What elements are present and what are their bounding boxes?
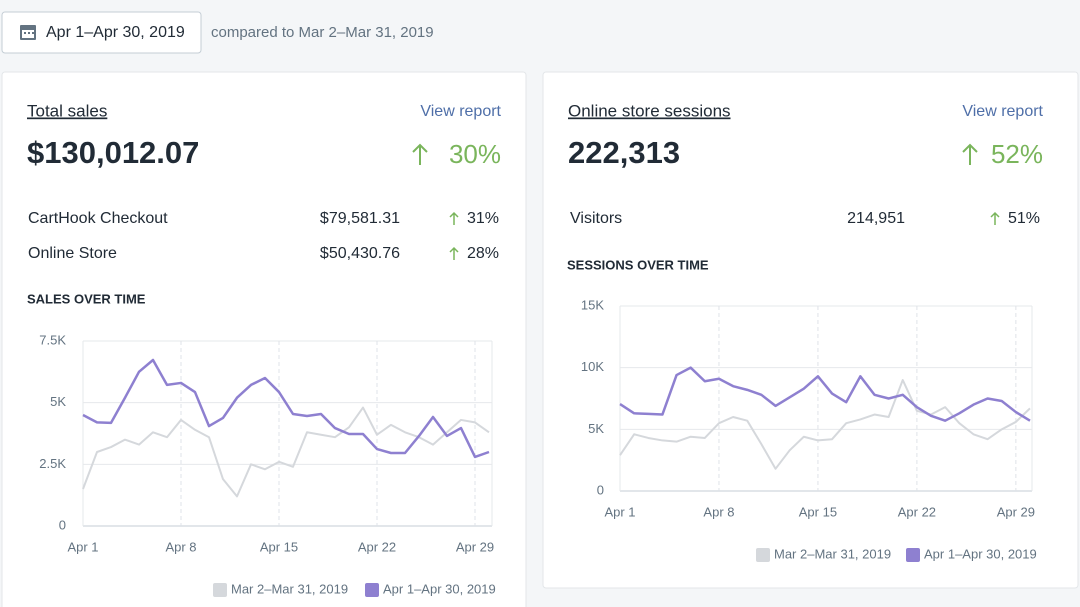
series-line <box>619 379 1031 470</box>
total: 222,313 <box>568 135 680 170</box>
row-change: 51% <box>1008 210 1040 227</box>
chart-title: SALES OVER TIME <box>27 291 146 306</box>
chart-title: SESSIONS OVER TIME <box>567 257 709 272</box>
y-tick-label: 10K <box>581 359 604 374</box>
up-arrow <box>449 246 459 260</box>
up-arrow <box>412 143 428 165</box>
row-value: $50,430.76 <box>320 245 400 262</box>
legend-label: Apr 1–Apr 30, 2019 <box>924 546 1037 561</box>
series-line <box>82 358 490 459</box>
x-tick-label: Apr 22 <box>898 504 936 519</box>
series-line <box>82 406 490 498</box>
y-tick-label: 2.5K <box>39 456 66 471</box>
card-title: Online store sessions <box>568 101 731 120</box>
y-tick-label: 5K <box>588 421 604 436</box>
x-tick-label: Apr 8 <box>165 539 196 554</box>
y-tick-label: 5K <box>50 394 66 409</box>
legend-swatch <box>756 548 770 562</box>
row-change: 28% <box>467 245 499 262</box>
legend-label: Apr 1–Apr 30, 2019 <box>383 581 496 596</box>
x-tick-label: Apr 15 <box>260 539 298 554</box>
change: 52% <box>991 139 1043 169</box>
y-tick-label: 0 <box>59 517 66 532</box>
x-tick-label: Apr 8 <box>703 504 734 519</box>
comparison: compared to Mar 2–Mar 31, 2019 <box>211 24 434 41</box>
row-label: Online Store <box>28 245 117 262</box>
legend-label: Mar 2–Mar 31, 2019 <box>774 546 891 561</box>
view-report[interactable]: View report <box>420 103 501 120</box>
calendar-icon <box>20 25 36 40</box>
x-tick-label: Apr 1 <box>67 539 98 554</box>
up-arrow <box>962 143 978 165</box>
legend-swatch <box>213 583 227 597</box>
x-tick-label: Apr 1 <box>604 504 635 519</box>
x-tick-label: Apr 22 <box>358 539 396 554</box>
x-tick-label: Apr 29 <box>997 504 1035 519</box>
legend-label: Mar 2–Mar 31, 2019 <box>231 581 348 596</box>
view-report[interactable]: View report <box>962 103 1043 120</box>
change: 30% <box>449 139 501 169</box>
date-range: Apr 1–Apr 30, 2019 <box>46 24 185 41</box>
y-tick-label: 7.5K <box>39 332 66 347</box>
x-tick-label: Apr 15 <box>799 504 837 519</box>
y-tick-label: 15K <box>581 297 604 312</box>
card <box>1 71 527 607</box>
row-label: Visitors <box>570 210 622 227</box>
row-value: 214,951 <box>847 210 905 227</box>
card-title: Total sales <box>27 101 107 120</box>
row-label: CartHook Checkout <box>28 210 168 227</box>
series-line <box>619 366 1031 422</box>
total: $130,012.07 <box>27 135 199 170</box>
y-tick-label: 0 <box>597 482 604 497</box>
up-arrow <box>990 211 1000 225</box>
up-arrow <box>449 211 459 225</box>
legend-swatch <box>906 548 920 562</box>
x-tick-label: Apr 29 <box>456 539 494 554</box>
row-value: $79,581.31 <box>320 210 400 227</box>
row-change: 31% <box>467 210 499 227</box>
date-picker[interactable] <box>1 11 202 54</box>
card <box>542 71 1079 589</box>
legend-swatch <box>365 583 379 597</box>
